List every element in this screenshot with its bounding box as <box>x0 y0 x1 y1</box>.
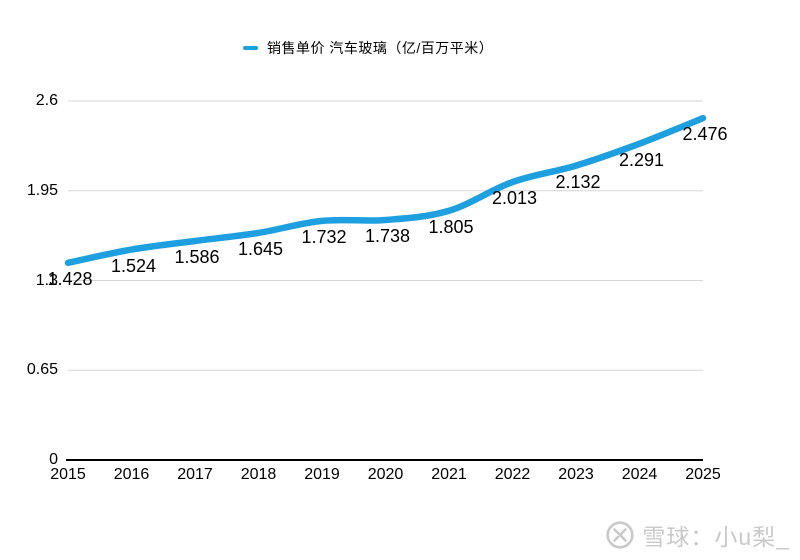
x-axis-tick-label: 2017 <box>177 466 213 483</box>
y-axis-tick-label: 1.95 <box>26 181 58 199</box>
data-point-label: 1.428 <box>47 268 93 289</box>
data-point-label: 1.738 <box>364 226 411 247</box>
data-point-label: 2.013 <box>491 188 538 209</box>
x-axis-tick-label: 2020 <box>367 466 404 483</box>
x-axis-tick-label: 2023 <box>558 466 594 483</box>
series-line <box>64 114 707 267</box>
x-axis-tick-label: 2016 <box>113 466 150 483</box>
xueqiu-logo-icon <box>606 521 635 549</box>
y-axis-tick-label: 2.6 <box>35 92 58 109</box>
data-point-label: 1.732 <box>301 226 347 247</box>
chart-legend: 销售单价 汽车玻璃（亿/百万平米） <box>243 38 493 58</box>
data-point-label: 1.524 <box>110 255 157 276</box>
x-axis-tick-label: 2024 <box>621 466 658 483</box>
data-point-label: 1.805 <box>428 216 474 237</box>
x-axis-tick-label: 2018 <box>240 466 277 483</box>
y-axis-tick-label: 1.3 <box>35 271 58 289</box>
watermark: 雪球：小u梨_ <box>605 518 790 552</box>
x-axis-tick-label: 2015 <box>50 466 86 483</box>
x-axis-tick-label: 2022 <box>494 466 531 483</box>
data-point-label: 1.645 <box>237 238 284 259</box>
legend-line-marker <box>243 46 258 50</box>
x-axis-tick-label: 2025 <box>685 466 721 483</box>
data-point-label: 2.476 <box>682 124 728 145</box>
data-point-label: 2.291 <box>618 149 665 170</box>
data-point-label: 2.132 <box>555 171 601 192</box>
x-axis-tick-label: 2021 <box>431 466 467 483</box>
data-point-label: 1.586 <box>174 247 220 267</box>
x-axis-tick-label: 2019 <box>304 466 340 483</box>
legend-label: 销售单价 汽车玻璃（亿/百万平米） <box>267 40 494 56</box>
y-axis-tick-label: 0 <box>49 451 58 468</box>
watermark-text: 雪球：小u梨_ <box>642 524 790 550</box>
y-axis-tick-label: 0.65 <box>26 361 58 379</box>
